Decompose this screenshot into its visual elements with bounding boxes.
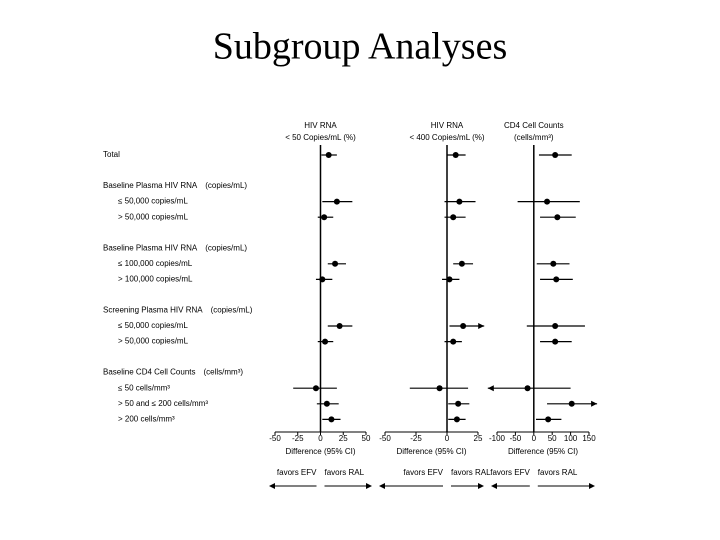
favors-left: favors EFV bbox=[490, 468, 530, 477]
row-label: ≤ 50,000 copies/mL bbox=[118, 321, 188, 330]
slide-title: Subgroup Analyses bbox=[213, 26, 508, 68]
row-label: Screening Plasma HIV RNA bbox=[103, 306, 203, 315]
x-tick-label: -50 bbox=[379, 434, 391, 443]
point-estimate bbox=[456, 198, 463, 205]
panel-title: < 400 Copies/mL (%) bbox=[409, 133, 484, 142]
point-estimate bbox=[554, 214, 561, 221]
row-unit: (cells/mm³) bbox=[204, 368, 244, 377]
x-axis-label: Difference (95% CI) bbox=[285, 447, 355, 456]
ci-arrowhead bbox=[478, 323, 485, 329]
point-estimate bbox=[455, 400, 462, 407]
point-estimate bbox=[323, 400, 330, 407]
point-estimate bbox=[544, 198, 551, 205]
favors-arrowhead bbox=[366, 483, 372, 489]
row-unit: (copies/mL) bbox=[205, 181, 247, 190]
point-estimate bbox=[545, 416, 552, 423]
point-estimate bbox=[319, 276, 326, 283]
row-unit: (copies/mL) bbox=[211, 306, 253, 315]
x-tick-label: 0 bbox=[532, 434, 537, 443]
row-unit: (copies/mL) bbox=[205, 243, 247, 252]
x-tick-label: -50 bbox=[510, 434, 522, 443]
row-label: Baseline Plasma HIV RNA bbox=[103, 243, 198, 252]
x-tick-label: -25 bbox=[410, 434, 422, 443]
row-label: Baseline Plasma HIV RNA bbox=[103, 181, 198, 190]
point-estimate bbox=[446, 276, 453, 283]
row-label: > 50,000 copies/mL bbox=[118, 337, 189, 346]
x-tick-label: 50 bbox=[362, 434, 371, 443]
point-estimate bbox=[552, 338, 559, 345]
panel-title: HIV RNA bbox=[431, 121, 464, 130]
row-label: Total bbox=[103, 150, 120, 159]
point-estimate bbox=[333, 198, 340, 205]
panel-title: HIV RNA bbox=[304, 121, 337, 130]
point-estimate bbox=[450, 338, 457, 345]
row-label: > 50,000 copies/mL bbox=[118, 212, 189, 221]
x-tick-label: -50 bbox=[269, 434, 281, 443]
row-label: ≤ 100,000 copies/mL bbox=[118, 259, 193, 268]
point-estimate bbox=[322, 338, 329, 345]
point-estimate bbox=[553, 276, 560, 283]
point-estimate bbox=[452, 152, 459, 158]
favors-left: favors EFV bbox=[277, 468, 317, 477]
point-estimate bbox=[550, 260, 557, 267]
x-axis-label: Difference (95% CI) bbox=[508, 447, 578, 456]
favors-right: favors RAL bbox=[451, 468, 491, 477]
x-tick-label: 0 bbox=[445, 434, 450, 443]
row-label: > 100,000 copies/mL bbox=[118, 275, 193, 284]
row-label: ≤ 50,000 copies/mL bbox=[118, 197, 188, 206]
point-estimate bbox=[336, 323, 343, 329]
point-estimate bbox=[453, 416, 460, 423]
row-label: Baseline CD4 Cell Counts bbox=[103, 368, 196, 377]
favors-arrowhead bbox=[589, 483, 595, 489]
favors-arrowhead bbox=[269, 483, 275, 489]
point-estimate bbox=[552, 323, 559, 329]
panel-title: < 50 Copies/mL (%) bbox=[285, 133, 356, 142]
row-label: > 200 cells/mm³ bbox=[118, 415, 175, 424]
favors-right: favors RAL bbox=[325, 468, 365, 477]
point-estimate bbox=[325, 152, 332, 158]
ci-arrowhead bbox=[591, 400, 598, 407]
panel-title: (cells/mm³) bbox=[514, 133, 554, 142]
favors-left: favors EFV bbox=[403, 468, 443, 477]
x-tick-label: 25 bbox=[339, 434, 348, 443]
panel-title: CD4 Cell Counts bbox=[504, 121, 564, 130]
x-tick-label: -100 bbox=[489, 434, 506, 443]
x-tick-label: -25 bbox=[292, 434, 304, 443]
point-estimate bbox=[450, 214, 457, 221]
point-estimate bbox=[328, 416, 335, 423]
favors-arrowhead bbox=[478, 483, 484, 489]
favors-right: favors RAL bbox=[538, 468, 578, 477]
point-estimate bbox=[458, 260, 465, 267]
x-tick-label: 150 bbox=[582, 434, 596, 443]
point-estimate bbox=[312, 385, 319, 392]
point-estimate bbox=[332, 260, 339, 267]
ci-arrowhead bbox=[487, 385, 494, 392]
x-tick-label: 25 bbox=[474, 434, 483, 443]
point-estimate bbox=[552, 152, 559, 158]
x-tick-label: 100 bbox=[564, 434, 578, 443]
favors-arrowhead bbox=[491, 483, 497, 489]
x-tick-label: 0 bbox=[318, 434, 323, 443]
point-estimate bbox=[524, 385, 531, 392]
point-estimate bbox=[436, 385, 443, 392]
favors-arrowhead bbox=[379, 483, 385, 489]
point-estimate bbox=[321, 214, 328, 221]
point-estimate bbox=[568, 400, 575, 407]
x-tick-label: 50 bbox=[548, 434, 557, 443]
point-estimate bbox=[460, 323, 467, 329]
row-label: ≤ 50 cells/mm³ bbox=[118, 383, 170, 392]
x-axis-label: Difference (95% CI) bbox=[396, 447, 466, 456]
row-label: > 50 and ≤ 200 cells/mm³ bbox=[118, 399, 208, 408]
